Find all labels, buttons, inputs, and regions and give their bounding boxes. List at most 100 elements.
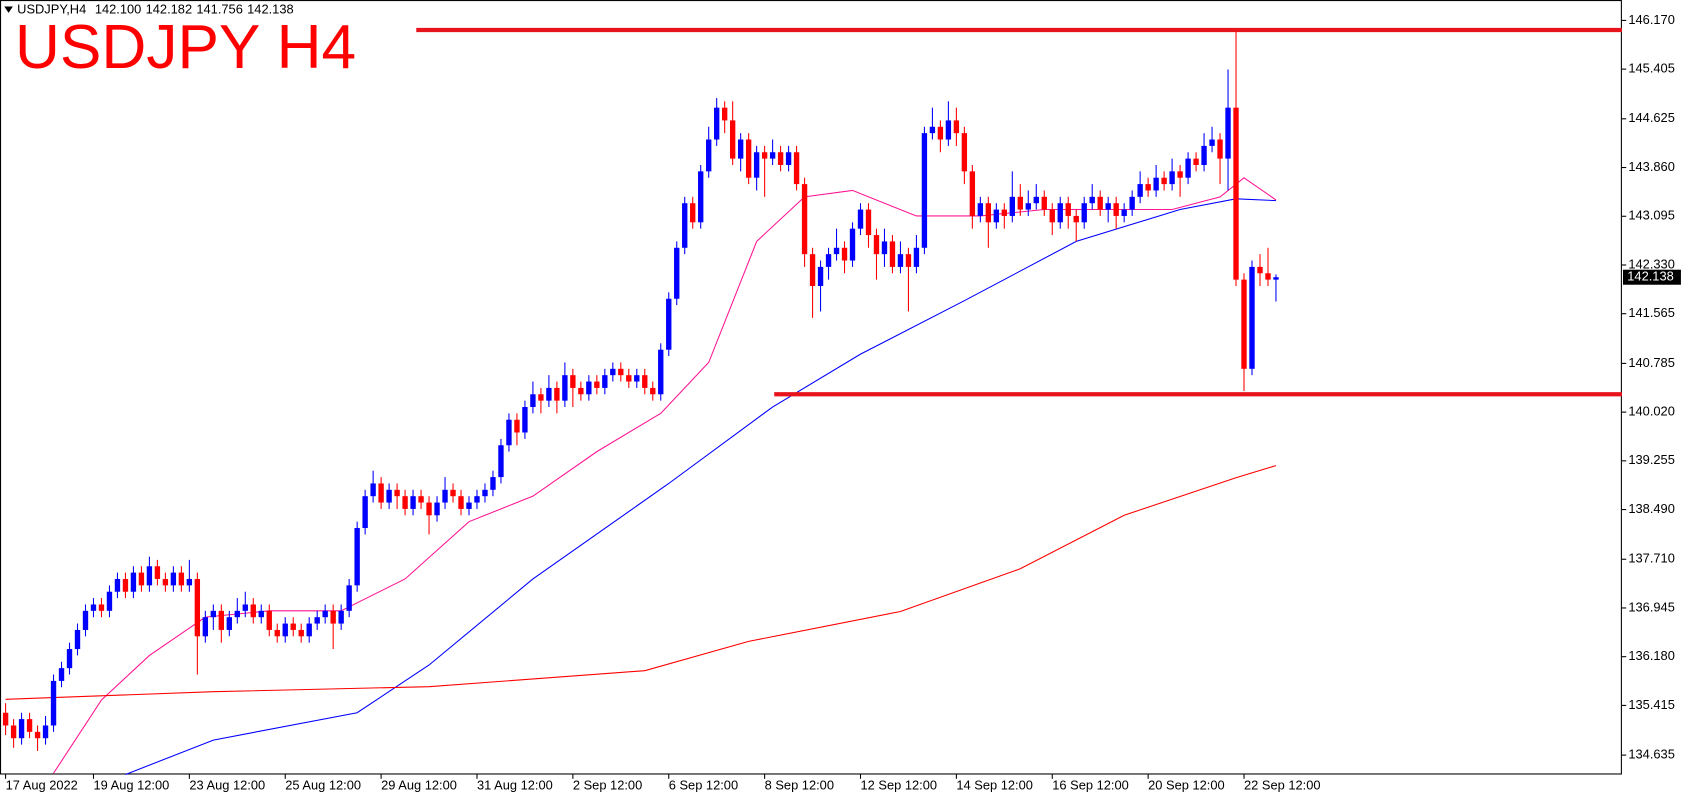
candle-body <box>873 235 880 255</box>
candle-body <box>1033 196 1039 204</box>
candle-body <box>1121 209 1127 216</box>
candle-body <box>945 120 952 140</box>
candle-body <box>138 572 145 586</box>
y-tick-label: 137.710 <box>1628 551 1674 566</box>
candle-body <box>34 731 41 739</box>
candle-body <box>1161 177 1167 185</box>
candle-body <box>274 629 280 637</box>
x-tick-label: 12 Sep 12:00 <box>861 778 938 793</box>
candle-body <box>170 572 177 586</box>
candle-body <box>865 209 872 236</box>
candle-body <box>905 254 912 267</box>
candle-body <box>290 623 296 630</box>
candle-body <box>458 496 464 509</box>
y-tick-label: 143.860 <box>1628 159 1674 174</box>
candle-body <box>825 254 832 267</box>
candle-body <box>841 247 848 261</box>
candle-body <box>1169 171 1175 185</box>
candle-body <box>218 610 224 630</box>
candle-body <box>18 719 25 739</box>
candle-body <box>202 617 209 637</box>
header: USDJPY,H4 142.100 142.182 141.756 142.138 <box>17 2 293 17</box>
candle-body <box>881 241 888 255</box>
candle-body <box>90 604 97 611</box>
candle-body <box>817 266 824 287</box>
candle-body <box>2 712 9 726</box>
price-tag-label: 142.138 <box>1627 269 1673 284</box>
candle-body <box>258 610 264 618</box>
candle-body <box>338 610 344 624</box>
y-tick-label: 140.785 <box>1628 355 1674 370</box>
candle-body <box>314 617 320 624</box>
candle-body <box>586 381 592 395</box>
candle-body <box>682 203 688 248</box>
y-tick-label: 138.490 <box>1628 501 1674 516</box>
price-tag <box>1623 269 1681 285</box>
candle-body <box>1057 203 1063 223</box>
candle-body <box>857 209 864 229</box>
candle-body <box>282 623 288 637</box>
candle-body <box>889 241 896 267</box>
candle-body <box>1217 139 1223 159</box>
y-tick-label: 142.330 <box>1628 256 1674 271</box>
candle-body <box>1129 196 1135 210</box>
candle-body <box>162 578 169 586</box>
candle-body <box>801 184 808 255</box>
candle-body <box>1041 196 1047 210</box>
candle-body <box>410 496 416 509</box>
candle-body <box>346 585 352 611</box>
candle-body <box>362 496 368 529</box>
candle-body <box>402 496 408 509</box>
candle-body <box>1017 196 1023 210</box>
candle-body <box>130 572 137 592</box>
candle-body <box>1265 273 1271 280</box>
candle-body <box>1089 196 1095 204</box>
candle-body <box>1233 107 1239 280</box>
candle-body <box>42 725 49 739</box>
candle-body <box>706 139 712 172</box>
candle-body <box>1009 196 1015 216</box>
candle-body <box>394 489 400 497</box>
x-tick-label: 14 Sep 12:00 <box>956 778 1033 793</box>
candle-body <box>929 126 936 134</box>
candle-body <box>809 254 816 287</box>
candle-body <box>698 171 704 223</box>
candle-body <box>985 203 992 223</box>
moving-average <box>5 465 1277 700</box>
x-tick-label: 23 Aug 12:00 <box>189 778 265 793</box>
candle-body <box>610 368 616 376</box>
candle-body <box>977 203 984 216</box>
candle-body <box>642 375 648 388</box>
candle-body <box>897 254 904 267</box>
candle-body <box>1065 203 1071 216</box>
y-tick-label: 136.180 <box>1628 648 1674 663</box>
moving-average <box>125 198 1277 776</box>
y-tick-label: 144.625 <box>1628 110 1674 125</box>
candle-body <box>1025 203 1031 210</box>
candle-body <box>594 381 600 388</box>
y-tick-label: 135.415 <box>1628 697 1674 712</box>
candle-body <box>58 668 65 681</box>
candle-body <box>953 120 960 134</box>
x-tick-label: 2 Sep 12:00 <box>573 778 642 793</box>
x-tick-label: 31 Aug 12:00 <box>477 778 553 793</box>
candle-body <box>777 152 784 165</box>
y-tick-label: 145.405 <box>1628 61 1674 76</box>
candle-body <box>474 496 480 503</box>
candle-body <box>74 629 81 650</box>
candle-body <box>1257 266 1263 274</box>
x-tick-label: 17 Aug 2022 <box>6 778 78 793</box>
low-label: 141.756 <box>196 2 242 17</box>
candle-body <box>1241 279 1247 369</box>
candle-body <box>146 566 153 586</box>
y-tick-label: 143.095 <box>1628 208 1674 223</box>
open-label: 142.100 <box>95 2 141 17</box>
x-tick-label: 20 Sep 12:00 <box>1148 778 1225 793</box>
candle-body <box>482 489 488 497</box>
candle-body <box>106 591 113 611</box>
y-tick-label: 134.635 <box>1628 746 1674 761</box>
x-tick-label: 16 Sep 12:00 <box>1052 778 1129 793</box>
candle-body <box>666 298 672 350</box>
candle-body <box>114 578 121 592</box>
